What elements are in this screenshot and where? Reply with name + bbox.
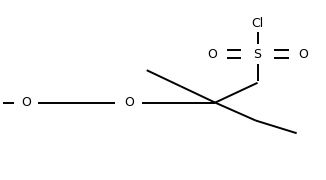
Text: S: S <box>254 48 261 60</box>
Text: O: O <box>21 96 31 109</box>
Text: O: O <box>124 96 134 109</box>
Text: O: O <box>207 48 217 60</box>
Text: Cl: Cl <box>251 17 264 30</box>
Text: O: O <box>298 48 308 60</box>
